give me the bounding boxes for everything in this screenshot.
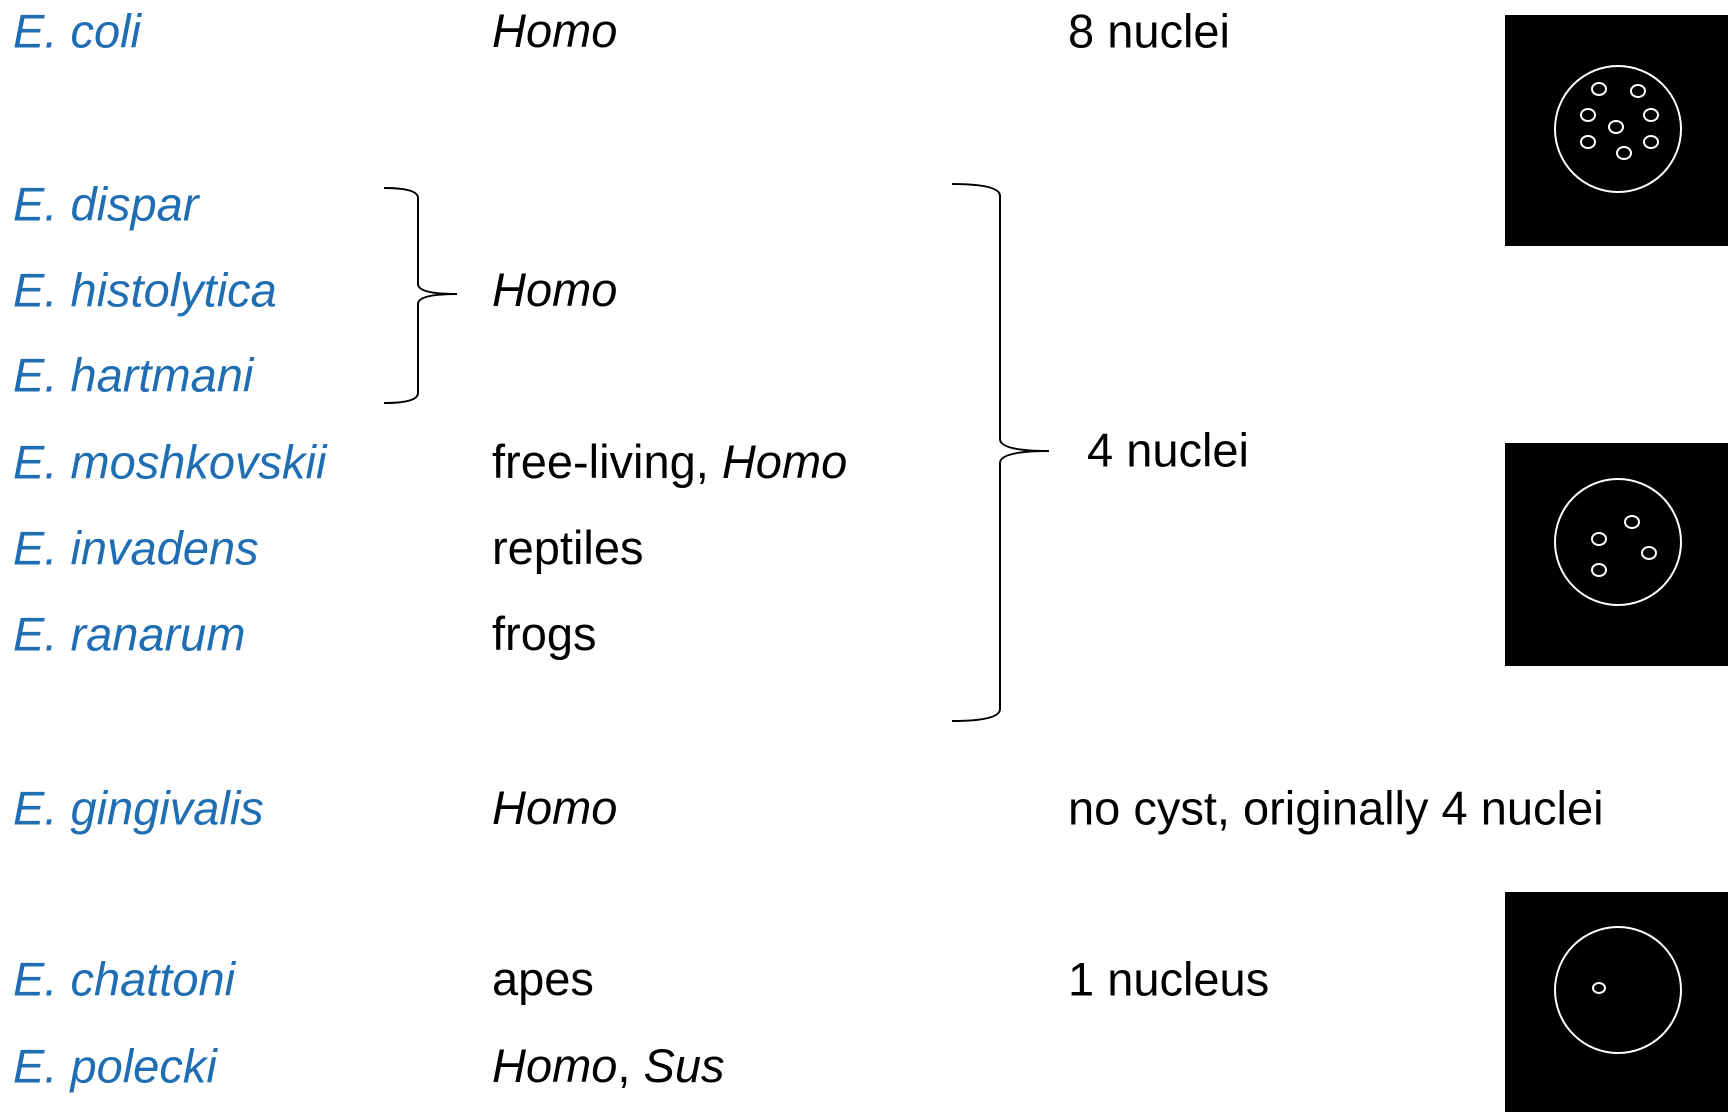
host: reptiles bbox=[492, 521, 644, 574]
host-part: frogs bbox=[492, 607, 597, 660]
species: E. coli bbox=[13, 4, 143, 57]
group-nuclei: 4 nuclei bbox=[1087, 423, 1249, 476]
nuclei: no cyst, originally 4 nuclei bbox=[1068, 781, 1604, 834]
host-part: Homo bbox=[492, 1039, 617, 1092]
host: Homo bbox=[492, 263, 617, 316]
large-brace bbox=[951, 183, 1050, 722]
species: E. gingivalis bbox=[13, 781, 264, 834]
cyst-4 bbox=[1505, 443, 1728, 666]
host: Homo, Sus bbox=[492, 1039, 725, 1092]
host-part: Homo bbox=[492, 781, 617, 834]
host-part: Homo bbox=[722, 435, 847, 488]
small-brace bbox=[383, 187, 458, 404]
species: E. histolytica bbox=[13, 263, 277, 316]
species: E. polecki bbox=[13, 1039, 218, 1092]
host: Homo bbox=[492, 4, 617, 57]
cyst-8 bbox=[1505, 15, 1728, 246]
species: E. invadens bbox=[13, 521, 259, 574]
cyst-1 bbox=[1505, 892, 1728, 1112]
host-part: Homo bbox=[492, 4, 617, 57]
species: E. hartmani bbox=[13, 348, 255, 401]
host-part: Homo bbox=[492, 263, 617, 316]
host: apes bbox=[492, 952, 594, 1005]
species: E. moshkovskii bbox=[13, 435, 328, 488]
host: frogs bbox=[492, 607, 597, 660]
host: Homo bbox=[492, 781, 617, 834]
nuclei: 8 nuclei bbox=[1068, 4, 1230, 57]
host-part: apes bbox=[492, 952, 594, 1005]
species: E. ranarum bbox=[13, 607, 245, 660]
host-part: free-living, bbox=[492, 435, 722, 488]
host: free-living, Homo bbox=[492, 435, 847, 488]
host-part: Sus bbox=[644, 1039, 725, 1092]
nuclei: 1 nucleus bbox=[1068, 952, 1269, 1005]
host-part: reptiles bbox=[492, 521, 644, 574]
species: E. chattoni bbox=[13, 952, 237, 1005]
species: E. dispar bbox=[13, 177, 201, 230]
host-part: , bbox=[617, 1039, 643, 1092]
